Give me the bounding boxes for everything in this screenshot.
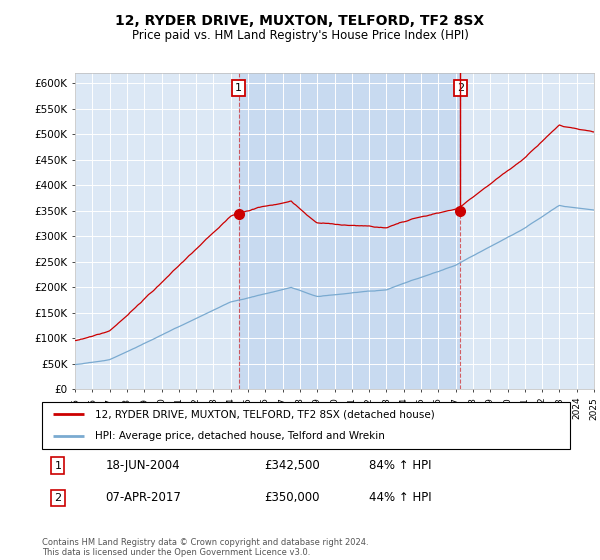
Text: 18-JUN-2004: 18-JUN-2004 — [106, 459, 180, 472]
Text: 84% ↑ HPI: 84% ↑ HPI — [370, 459, 432, 472]
Text: 12, RYDER DRIVE, MUXTON, TELFORD, TF2 8SX (detached house): 12, RYDER DRIVE, MUXTON, TELFORD, TF2 8S… — [95, 409, 434, 419]
Text: 12, RYDER DRIVE, MUXTON, TELFORD, TF2 8SX: 12, RYDER DRIVE, MUXTON, TELFORD, TF2 8S… — [115, 14, 485, 28]
FancyBboxPatch shape — [42, 402, 570, 449]
Text: 2: 2 — [54, 493, 61, 503]
Bar — [239, 73, 460, 389]
Text: HPI: Average price, detached house, Telford and Wrekin: HPI: Average price, detached house, Telf… — [95, 431, 385, 441]
Text: Contains HM Land Registry data © Crown copyright and database right 2024.
This d: Contains HM Land Registry data © Crown c… — [42, 538, 368, 557]
Text: Price paid vs. HM Land Registry's House Price Index (HPI): Price paid vs. HM Land Registry's House … — [131, 29, 469, 42]
Text: £342,500: £342,500 — [264, 459, 320, 472]
Text: 44% ↑ HPI: 44% ↑ HPI — [370, 491, 432, 504]
Text: 1: 1 — [55, 460, 61, 470]
Text: £350,000: £350,000 — [264, 491, 319, 504]
Text: 2: 2 — [457, 83, 464, 93]
Text: 07-APR-2017: 07-APR-2017 — [106, 491, 181, 504]
Text: 1: 1 — [235, 83, 242, 93]
